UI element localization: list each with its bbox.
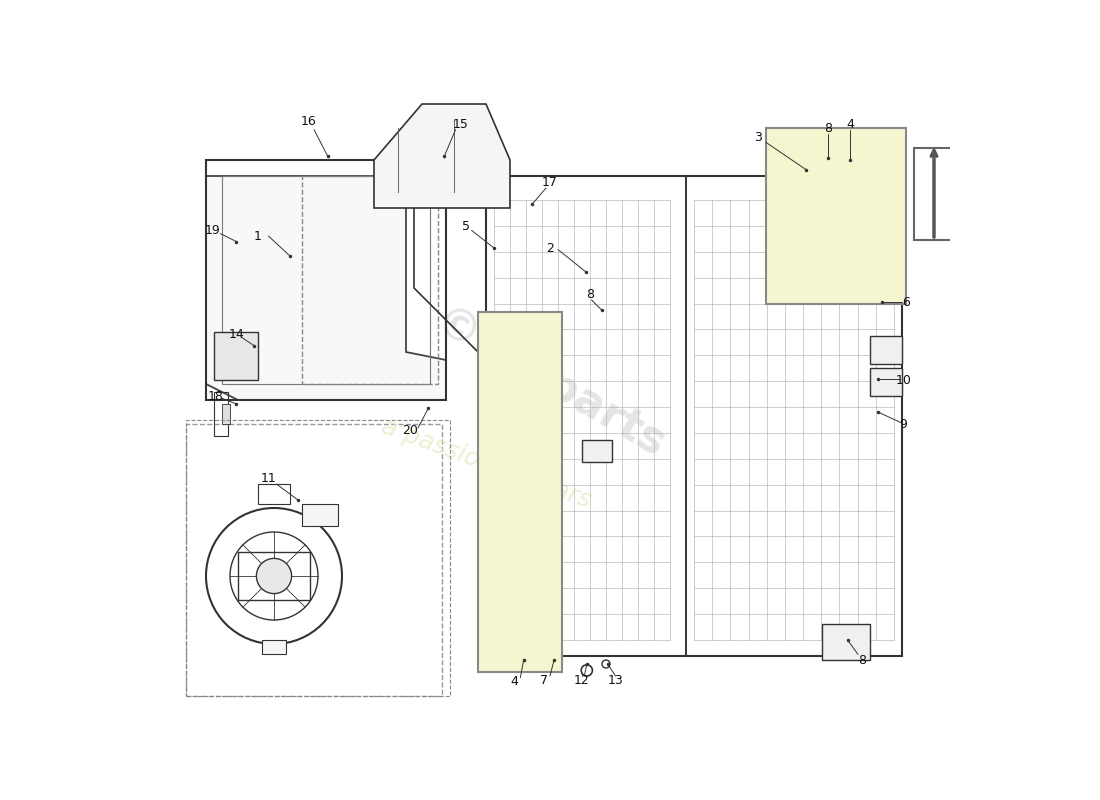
Text: ©utoparts: ©utoparts (427, 301, 673, 467)
Text: 17: 17 (542, 176, 558, 189)
Text: 8: 8 (824, 122, 833, 134)
Bar (686, 176, 902, 656)
Text: 15: 15 (452, 118, 469, 130)
Bar (822, 624, 870, 660)
Bar (186, 424, 442, 696)
Polygon shape (206, 160, 446, 400)
Text: 8: 8 (586, 288, 594, 301)
Circle shape (256, 558, 292, 594)
Text: 18: 18 (208, 390, 223, 402)
Bar (486, 176, 902, 656)
Text: a passion for cars: a passion for cars (378, 415, 594, 513)
Bar (258, 484, 290, 504)
Bar (582, 440, 613, 462)
Bar (794, 156, 838, 192)
Text: 12: 12 (574, 674, 590, 686)
Text: 11: 11 (261, 472, 276, 485)
Bar (478, 312, 562, 672)
Bar (222, 404, 230, 424)
Text: 20: 20 (403, 424, 418, 437)
Text: 16: 16 (300, 115, 317, 128)
Bar (186, 420, 450, 696)
Bar (766, 128, 906, 304)
Text: 7: 7 (540, 674, 549, 686)
Text: 19: 19 (205, 224, 220, 237)
Bar (214, 332, 258, 380)
Bar (870, 336, 902, 364)
Bar (214, 392, 229, 436)
Text: 9: 9 (900, 418, 908, 430)
Text: 10: 10 (895, 374, 912, 386)
Text: 3: 3 (755, 131, 762, 144)
Bar (302, 504, 338, 526)
Text: 13: 13 (607, 674, 624, 686)
Bar (486, 176, 686, 656)
Text: 14: 14 (229, 328, 244, 341)
Bar (870, 368, 902, 396)
Text: 4: 4 (510, 675, 518, 688)
Bar (206, 160, 446, 400)
Bar (222, 176, 430, 384)
Polygon shape (374, 104, 510, 208)
Text: 2: 2 (546, 242, 554, 254)
Bar (262, 640, 286, 654)
Text: 1: 1 (254, 230, 262, 242)
Text: 6: 6 (902, 296, 910, 309)
Text: 4: 4 (846, 118, 854, 130)
Text: 8: 8 (858, 654, 866, 666)
Bar (302, 176, 438, 384)
Bar (238, 552, 310, 600)
Text: 5: 5 (462, 220, 470, 233)
